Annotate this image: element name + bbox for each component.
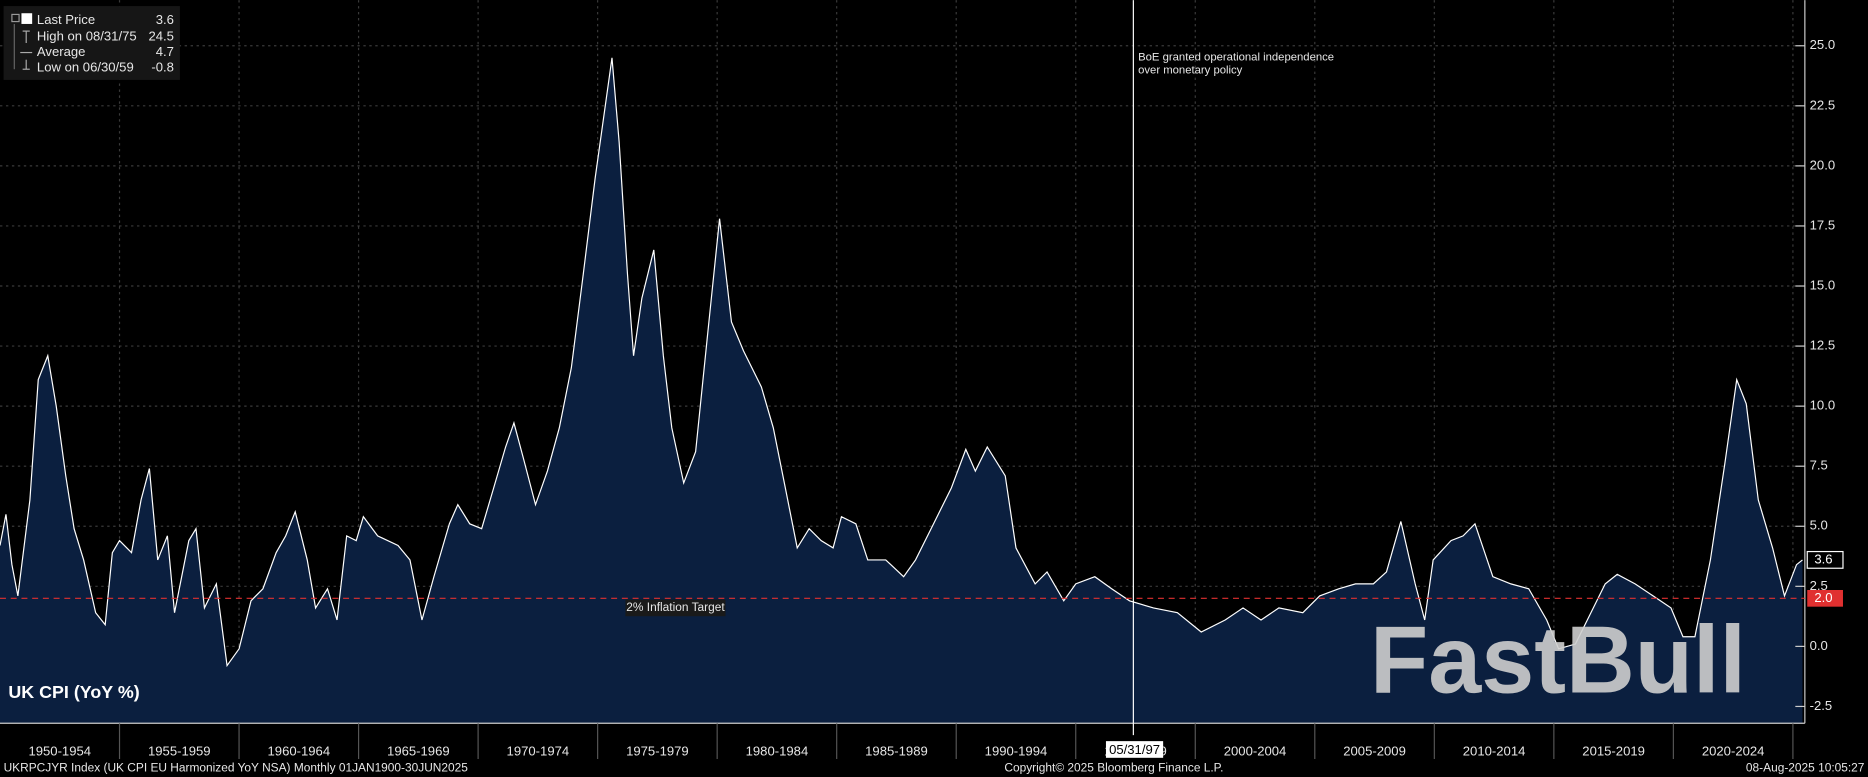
y-tick-label: 0.0 [1810, 638, 1828, 653]
x-tick-label: 1985-1989 [865, 743, 928, 758]
footer-center: Copyright© 2025 Bloomberg Finance L.P. [1004, 761, 1223, 775]
watermark: FastBull [1370, 607, 1746, 713]
y-tick-label: 17.5 [1810, 217, 1835, 232]
legend-icon [11, 13, 20, 23]
y-tick-label: 15.0 [1810, 277, 1835, 292]
chart-title: UK CPI (YoY %) [8, 682, 139, 702]
x-tick-label: 1965-1969 [387, 743, 450, 758]
x-tick-label: 1950-1954 [28, 743, 91, 758]
legend-label: High on 08/31/75 [37, 29, 137, 44]
x-tick-label: 1960-1964 [268, 743, 331, 758]
line [0, 57, 1803, 668]
legend-label: Average [37, 44, 86, 59]
legend-label: Last Price [37, 12, 95, 27]
last-price-tag [1806, 550, 1844, 569]
x-tick-label: 2015-2019 [1582, 743, 1645, 758]
x-tick-label: 1980-1984 [746, 743, 809, 758]
y-tick-label: 25.0 [1810, 37, 1835, 52]
x-tick-label: 1955-1959 [148, 743, 211, 758]
y-tick-label: 10.0 [1810, 398, 1835, 413]
target-tag [1807, 589, 1843, 607]
event-label: 05/31/97 [1109, 742, 1160, 757]
y-tick-label: 22.5 [1810, 97, 1835, 112]
x-tick-label: 2020-2024 [1702, 743, 1765, 758]
legend-value: 4.7 [156, 44, 174, 59]
x-tick-label: 2000-2004 [1224, 743, 1287, 758]
area [0, 57, 1803, 724]
plot [0, 57, 1803, 724]
y-tick-label: 2.5 [1810, 578, 1828, 593]
legend-value: 24.5 [148, 29, 173, 44]
target-tag-label: 2.0 [1814, 590, 1832, 605]
target-name: 2% Inflation Target [626, 600, 725, 614]
legend-label: Low on 06/30/59 [37, 59, 134, 74]
legend-value: 3.6 [156, 12, 174, 27]
event-label-box [1105, 741, 1164, 758]
x-tick-label: 1990-1994 [985, 743, 1048, 758]
y-tick-label: -2.5 [1810, 698, 1833, 713]
legend: Last Price 3.6 High on 08/31/75 24.5 Ave… [3, 6, 180, 80]
event-text: over monetary policy [1138, 64, 1243, 76]
x-tick-label: 2010-2014 [1463, 743, 1526, 758]
x-tick-label: 2005-2009 [1343, 743, 1406, 758]
legend-box [3, 6, 180, 80]
footer-right: 08-Aug-2025 10:05:27 [1746, 761, 1865, 775]
last-price-label: 3.6 [1814, 551, 1832, 566]
y-tick-label: 20.0 [1810, 157, 1835, 172]
y-tick-label: 5.0 [1810, 518, 1828, 533]
x-tick-label: 1975-1979 [626, 743, 689, 758]
y-tick-label: 7.5 [1810, 458, 1828, 473]
y-tick-label: 12.5 [1810, 338, 1835, 353]
legend-value: -0.8 [151, 59, 174, 74]
legend-swatch [21, 13, 33, 24]
x-tick-label: 1970-1974 [507, 743, 570, 758]
event-text: BoE granted operational independence [1138, 51, 1334, 63]
footer-left: UKRPCJYR Index (UK CPI EU Harmonized YoY… [4, 761, 469, 775]
target-name-box [625, 599, 726, 617]
